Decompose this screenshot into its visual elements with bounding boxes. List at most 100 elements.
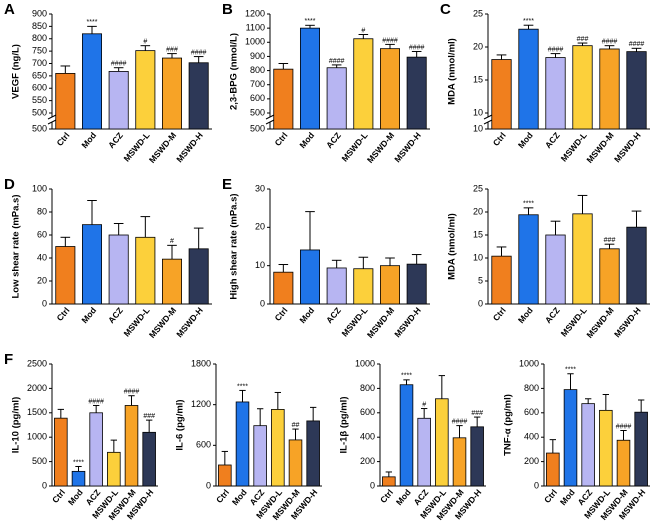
significance-mark: **** bbox=[401, 373, 412, 380]
bar bbox=[616, 439, 631, 487]
x-tick-label: ACZ bbox=[324, 305, 343, 325]
bar bbox=[89, 412, 103, 487]
y-axis-label: IL-1β (pg/ml) bbox=[339, 397, 350, 454]
bar bbox=[379, 265, 400, 305]
y-tick-label: 600 bbox=[32, 83, 47, 93]
bar bbox=[626, 226, 647, 305]
significance-mark: #### bbox=[616, 423, 632, 430]
bar bbox=[491, 255, 512, 305]
significance-mark: **** bbox=[523, 18, 534, 25]
x-tick-label: Ctrl bbox=[50, 487, 67, 505]
bar bbox=[299, 27, 320, 130]
x-tick-label: ACZ bbox=[324, 130, 343, 150]
significance-mark: #### bbox=[452, 418, 468, 425]
bar bbox=[218, 464, 232, 487]
y-axis-label: MDA (nmol/ml) bbox=[447, 38, 458, 105]
bar bbox=[71, 470, 86, 487]
y-tick-label: 1100 bbox=[246, 23, 265, 33]
y-tick-label: 15 bbox=[473, 229, 483, 239]
significance-mark: #### bbox=[88, 398, 104, 405]
bar bbox=[135, 50, 156, 130]
x-tick-label: MSWD-H bbox=[612, 305, 643, 339]
x-tick-label: Mod bbox=[558, 487, 577, 507]
bar bbox=[188, 62, 209, 130]
bar bbox=[491, 59, 512, 130]
y-tick-label: 40 bbox=[37, 252, 47, 262]
x-tick-label: Ctrl bbox=[55, 305, 72, 323]
significance-mark: ### bbox=[143, 413, 155, 420]
significance-mark: #### bbox=[382, 37, 398, 44]
y-tick-label: 0 bbox=[478, 298, 483, 308]
significance-mark: # bbox=[170, 238, 174, 245]
y-tick-label: 1500 bbox=[27, 407, 47, 417]
y-tick-label: 600 bbox=[250, 93, 265, 103]
y-tick-label: 0 bbox=[534, 480, 539, 490]
y-tick-label: 900 bbox=[32, 8, 47, 18]
axis-break bbox=[483, 119, 493, 125]
bar bbox=[253, 425, 267, 487]
significance-mark: #### bbox=[602, 39, 618, 46]
bar bbox=[382, 476, 396, 487]
x-tick-label: Ctrl bbox=[214, 487, 231, 505]
bar bbox=[599, 409, 613, 487]
panel-letter: C bbox=[440, 1, 451, 18]
bar bbox=[299, 249, 320, 305]
bar bbox=[273, 271, 294, 305]
y-axis-label: TNF-α (pg/ml) bbox=[503, 394, 514, 456]
y-tick-label: 800 bbox=[524, 383, 539, 393]
y-axis-label: 2,3-BPG (nmol/L) bbox=[229, 33, 240, 110]
bar bbox=[124, 405, 139, 487]
panel-letter: D bbox=[4, 176, 15, 193]
significance-mark: #### bbox=[629, 41, 645, 48]
bar bbox=[518, 214, 539, 305]
x-tick-label: Mod bbox=[516, 130, 535, 150]
x-tick-label: Mod bbox=[516, 305, 535, 325]
y-tick-label: 650 bbox=[32, 70, 47, 80]
bar bbox=[353, 38, 374, 130]
y-tick-label: 15 bbox=[473, 74, 483, 84]
x-tick-label: MSWD-M bbox=[365, 130, 396, 165]
significance-mark: #### bbox=[111, 61, 127, 68]
y-axis-label: Low shear rate (mPa.s) bbox=[11, 194, 22, 298]
bar bbox=[108, 234, 129, 305]
bar bbox=[417, 417, 431, 487]
y-axis-label: MDA (nmol/ml) bbox=[447, 213, 458, 280]
bar bbox=[235, 401, 250, 487]
y-tick-label: 400 bbox=[524, 432, 539, 442]
y-tick-label: 0 bbox=[206, 480, 211, 490]
x-tick-label: ACZ bbox=[543, 305, 562, 325]
significance-mark: **** bbox=[237, 383, 248, 390]
x-tick-label: MSWD-H bbox=[174, 305, 205, 339]
y-tick-label: 2500 bbox=[27, 358, 47, 368]
significance-mark: # bbox=[361, 27, 365, 34]
bar bbox=[452, 437, 467, 487]
y-tick-label: 800 bbox=[32, 33, 47, 43]
bar bbox=[55, 246, 76, 305]
bar bbox=[435, 398, 449, 487]
y-tick-label: 1000 bbox=[355, 358, 375, 368]
y-tick-label: 20 bbox=[473, 41, 483, 51]
y-tick-label: 900 bbox=[250, 51, 265, 61]
y-tick-label: 60 bbox=[37, 229, 47, 239]
y-axis-label: IL-6 (pg/ml) bbox=[175, 399, 186, 450]
significance-mark: ## bbox=[292, 422, 300, 429]
bar bbox=[563, 389, 578, 487]
x-tick-label: MSWD-M bbox=[584, 305, 615, 340]
y-tick-label: 5 bbox=[478, 275, 483, 285]
y-tick-label: 20 bbox=[473, 206, 483, 216]
y-tick-label: 1000 bbox=[27, 432, 47, 442]
y-tick-label: 550 bbox=[32, 95, 47, 105]
bar bbox=[273, 68, 294, 130]
bar bbox=[188, 248, 209, 305]
bar bbox=[572, 45, 593, 130]
bar bbox=[546, 452, 560, 487]
y-tick-label: 0 bbox=[260, 298, 265, 308]
x-tick-label: Mod bbox=[297, 130, 316, 150]
significance-mark: # bbox=[422, 401, 426, 408]
x-tick-label: Ctrl bbox=[273, 130, 290, 148]
x-tick-label: MSWD-M bbox=[147, 305, 178, 340]
bar bbox=[142, 431, 156, 487]
y-tick-label: 500 bbox=[32, 107, 47, 117]
x-tick-label: MSWD-H bbox=[392, 305, 423, 339]
